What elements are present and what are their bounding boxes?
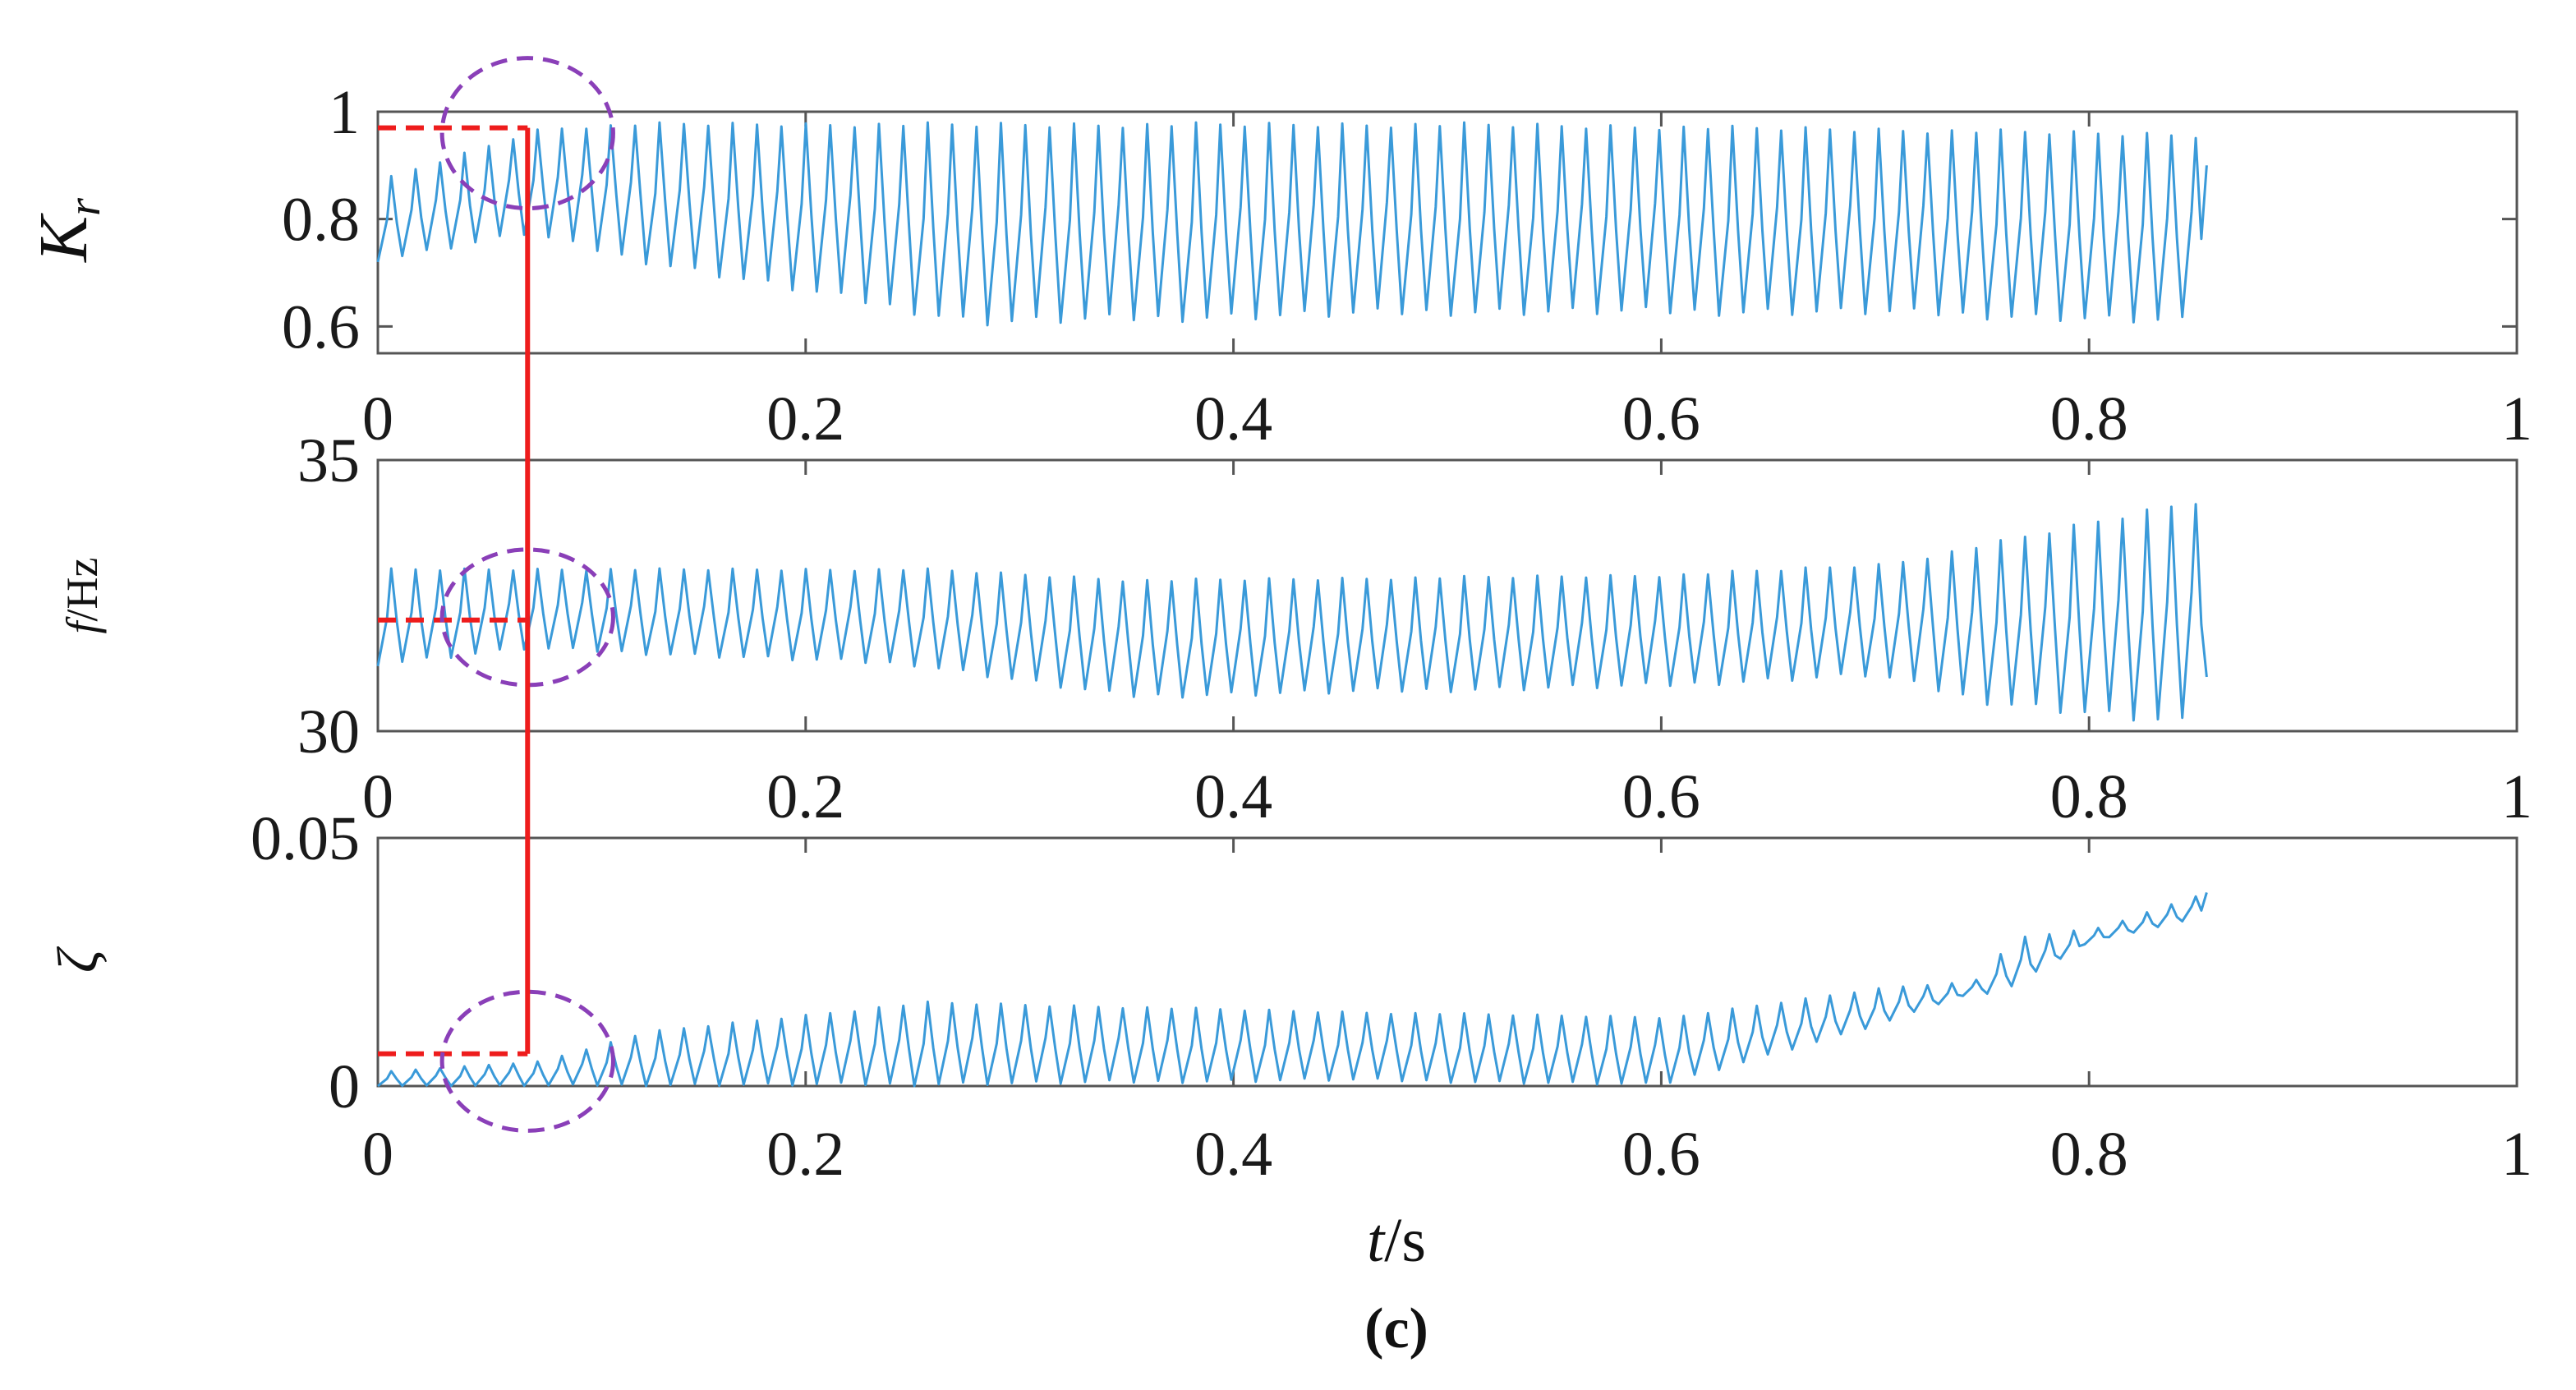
kr-xtick-label: 0 xyxy=(362,384,393,453)
kr-ytick-label: 0.8 xyxy=(282,186,360,255)
f-xtick-label: 0.6 xyxy=(1622,762,1700,831)
kr-xtick-label: 1 xyxy=(2501,384,2532,453)
panel-kr: 0 0.2 0.4 0.6 0.8 1 0.6 0.8 1 Kr xyxy=(25,56,2532,453)
f-plot-area: 0 0.2 0.4 0.6 0.8 1 30 35 xyxy=(297,426,2532,831)
zeta-plot-area: 0 0.2 0.4 0.6 0.8 1 0 0.05 xyxy=(251,804,2532,1189)
zeta-series-line xyxy=(377,891,2208,1088)
zeta-xtick-label: 0 xyxy=(362,1120,393,1189)
kr-xtick-label: 0.2 xyxy=(766,384,844,453)
kr-xtick-label: 0.6 xyxy=(1622,384,1700,453)
f-axes-box xyxy=(376,458,2518,733)
panel-f: 0 0.2 0.4 0.6 0.8 1 30 35 f/Hz xyxy=(58,426,2532,831)
f-ytick-label: 30 xyxy=(297,697,360,766)
figure-label: (c) xyxy=(1364,1297,1428,1360)
kr-ytick-label: 0.6 xyxy=(282,292,360,361)
f-ytick-label: 35 xyxy=(297,426,360,495)
zeta-ytick-label: 0 xyxy=(329,1052,360,1121)
zeta-axes-box xyxy=(376,836,2518,1088)
f-xtick-label: 0.2 xyxy=(766,762,844,831)
f-xtick-label: 1 xyxy=(2501,762,2532,831)
panel-zeta: 0 0.2 0.4 0.6 0.8 1 0 0.05 ζ t/s xyxy=(47,804,2532,1275)
f-series-line xyxy=(376,503,2208,722)
kr-axes-box xyxy=(376,110,2518,355)
zeta-highlight-ellipse xyxy=(439,989,615,1133)
f-xtick-label: 0.8 xyxy=(2050,762,2128,831)
kr-xtick-label: 0.4 xyxy=(1194,384,1272,453)
kr-ylabel: Kr xyxy=(25,198,110,263)
f-xtick-label: 0 xyxy=(362,762,393,831)
zeta-xtick-label: 1 xyxy=(2501,1120,2532,1189)
kr-xtick-label: 0.8 xyxy=(2050,384,2128,453)
zeta-ylabel: ζ xyxy=(47,946,110,973)
zeta-xtick-label: 0.2 xyxy=(766,1120,844,1189)
zeta-xtick-label: 0.8 xyxy=(2050,1120,2128,1189)
t-xlabel: t/s xyxy=(1367,1206,1426,1275)
zeta-ytick-label: 0.05 xyxy=(251,804,360,873)
zeta-xtick-label: 0.4 xyxy=(1194,1120,1272,1189)
kr-highlight-ellipse xyxy=(439,56,615,211)
f-ylabel: f/Hz xyxy=(58,558,107,634)
f-xtick-label: 0.4 xyxy=(1194,762,1272,831)
kr-ytick-label: 1 xyxy=(329,78,360,147)
kr-series-line xyxy=(376,121,2208,327)
kr-plot-area: 0 0.2 0.4 0.6 0.8 1 0.6 0.8 1 xyxy=(282,56,2532,453)
zeta-xtick-label: 0.6 xyxy=(1622,1120,1700,1189)
